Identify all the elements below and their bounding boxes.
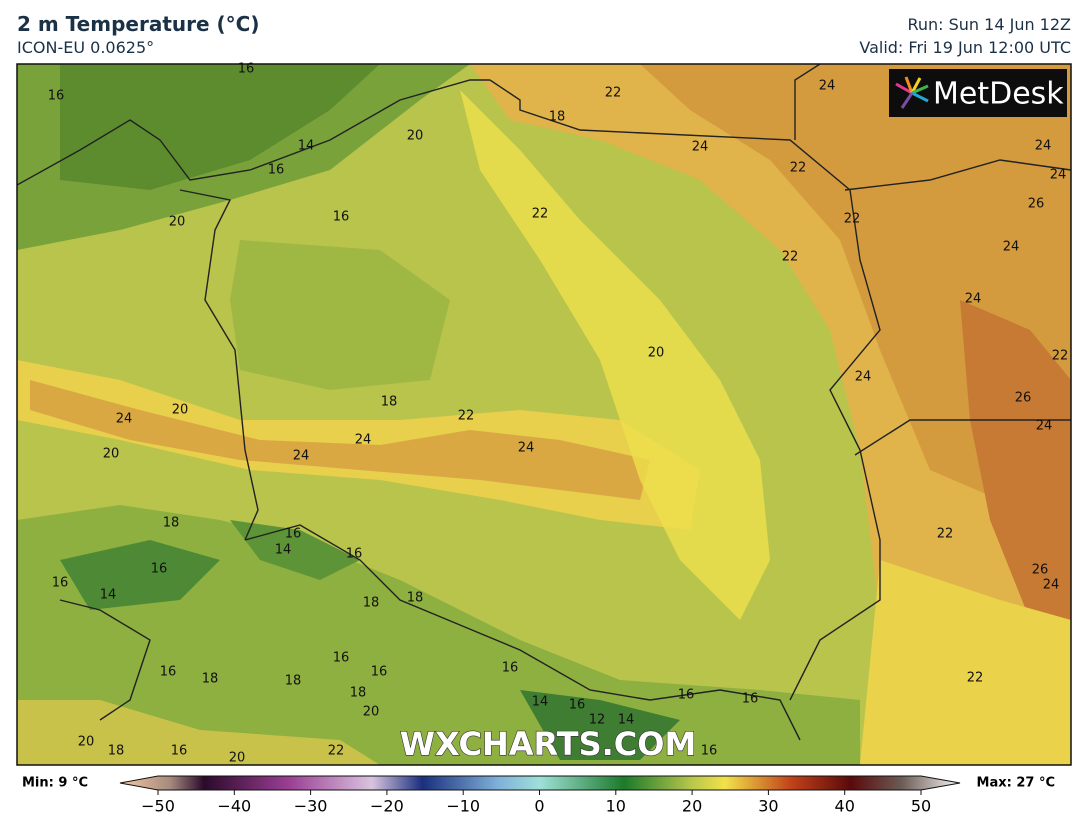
colorbar-min: Min: 9 °C — [22, 776, 88, 791]
title: 2 m Temperature (°C) — [17, 12, 260, 36]
contour-label: 22 — [937, 527, 954, 542]
contour-label: 22 — [328, 744, 345, 759]
contour-label: 16 — [268, 163, 285, 178]
contour-label: 22 — [790, 161, 807, 176]
contour-label: 24 — [965, 292, 982, 307]
contour-label: 24 — [692, 140, 709, 155]
contour-label: 18 — [549, 110, 566, 125]
contour-label: 16 — [238, 62, 255, 77]
contour-label: 16 — [48, 89, 65, 104]
contour-label: 20 — [229, 751, 246, 766]
contour-label: 24 — [293, 449, 310, 464]
logo-icon — [895, 76, 929, 109]
contour-label: 24 — [1036, 419, 1053, 434]
colorbar-tick-label: 0 — [534, 797, 544, 816]
contour-label: 22 — [1052, 349, 1069, 364]
colorbar-tick-label: −30 — [294, 797, 328, 816]
contour-label: 16 — [333, 651, 350, 666]
watermark: WXCHARTS.COM — [400, 725, 697, 763]
contour-label: 24 — [819, 79, 836, 94]
valid-time: Valid: Fri 19 Jun 12:00 UTC — [859, 38, 1071, 57]
temperature-field — [17, 64, 1071, 765]
contour-label: 26 — [1028, 197, 1045, 212]
colorbar-tick-label: 40 — [835, 797, 855, 816]
contour-label: 16 — [52, 576, 69, 591]
contour-label: 16 — [171, 744, 188, 759]
contour-label: 18 — [381, 395, 398, 410]
contour-label: 20 — [78, 735, 95, 750]
colorbar-max: Max: 27 °C — [977, 776, 1055, 791]
contour-label: 16 — [678, 688, 695, 703]
contour-label: 22 — [844, 212, 861, 227]
contour-label: 20 — [169, 215, 186, 230]
contour-label: 26 — [1015, 391, 1032, 406]
contour-label: 14 — [532, 695, 549, 710]
colorbar-tick-label: 50 — [911, 797, 931, 816]
contour-label: 16 — [371, 665, 388, 680]
subtitle: ICON-EU 0.0625° — [17, 38, 155, 57]
contour-label: 26 — [1032, 563, 1049, 578]
contour-label: 18 — [202, 672, 219, 687]
contour-label: 24 — [1003, 240, 1020, 255]
contour-label: 24 — [355, 433, 372, 448]
contour-label: 16 — [701, 744, 718, 759]
contour-label: 18 — [407, 591, 424, 606]
contour-label: 22 — [967, 671, 984, 686]
contour-label: 16 — [742, 692, 759, 707]
borders — [17, 64, 1071, 741]
contour-label: 20 — [172, 403, 189, 418]
contour-label: 18 — [350, 686, 367, 701]
colorbar-tick-label: 20 — [682, 797, 702, 816]
contour-label: 14 — [618, 713, 635, 728]
contour-label: 20 — [407, 129, 424, 144]
colorbar-tick-label: 10 — [606, 797, 626, 816]
colorbar-tick-label: −50 — [141, 797, 175, 816]
contour-label: 24 — [116, 412, 133, 427]
contour-label: 16 — [160, 665, 177, 680]
contour-label: 20 — [363, 705, 380, 720]
contour-label: 18 — [108, 744, 125, 759]
logo-box — [889, 69, 1067, 117]
contour-label: 22 — [782, 250, 799, 265]
contour-label: 24 — [518, 441, 535, 456]
run-time: Run: Sun 14 Jun 12Z — [907, 15, 1071, 34]
contour-label: 16 — [333, 210, 350, 225]
contour-label: 16 — [151, 562, 168, 577]
contour-label: 16 — [569, 698, 586, 713]
contour-label: 14 — [298, 139, 315, 154]
contour-label: 22 — [605, 86, 622, 101]
colorbar-tick-label: −20 — [370, 797, 404, 816]
contour-label: 18 — [163, 516, 180, 531]
contour-label: 14 — [275, 543, 292, 558]
contour-label: 24 — [1043, 578, 1060, 593]
contour-label: 12 — [589, 713, 606, 728]
contour-label: 14 — [100, 588, 117, 603]
colorbar-tick-label: −40 — [217, 797, 251, 816]
contour-label: 20 — [103, 447, 120, 462]
contour-label: 18 — [363, 596, 380, 611]
contour-label: 16 — [502, 661, 519, 676]
colorbar — [119, 775, 961, 791]
colorbar-tick-label: 30 — [758, 797, 778, 816]
contour-label: 22 — [458, 409, 475, 424]
colorbar-tick-label: −10 — [446, 797, 480, 816]
contour-label: 24 — [855, 370, 872, 385]
logo-text: MetDesk — [933, 77, 1064, 112]
contour-label: 18 — [285, 674, 302, 689]
contour-label: 24 — [1050, 168, 1067, 183]
contour-label: 16 — [285, 527, 302, 542]
contour-label: 16 — [346, 547, 363, 562]
contour-label: 20 — [648, 346, 665, 361]
contour-label: 22 — [532, 207, 549, 222]
contour-label: 24 — [1035, 139, 1052, 154]
